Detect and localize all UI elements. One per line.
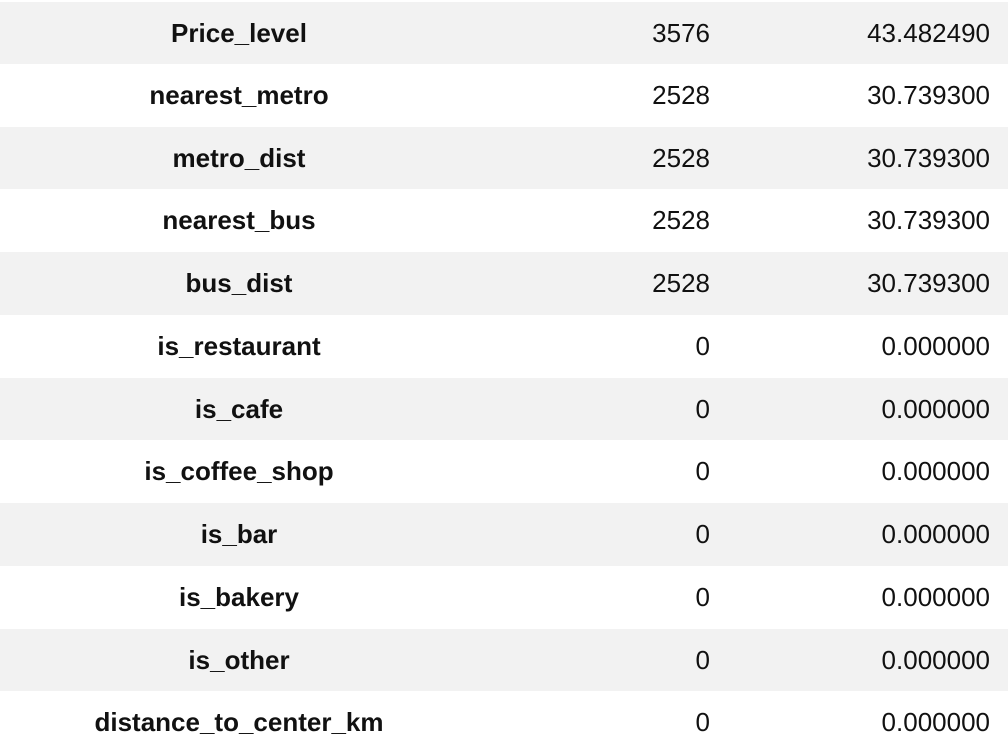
row-label: is_bakery (179, 582, 299, 612)
row-percent: 0.000000 (881, 582, 990, 612)
row-label: is_coffee_shop (144, 456, 334, 486)
table-row: is_other 0 0.000000 (0, 629, 1008, 692)
table-row: nearest_bus 2528 30.739300 (0, 189, 1008, 252)
row-percent: 0.000000 (881, 394, 990, 424)
table-row: bus_dist 2528 30.739300 (0, 252, 1008, 315)
row-percent: 30.739300 (867, 268, 990, 298)
row-label: is_bar (200, 519, 278, 549)
row-count: 2528 (652, 143, 710, 173)
table-row: Price_level 3576 43.482490 (0, 2, 1008, 65)
table-row: metro_dist 2528 30.739300 (0, 127, 1008, 190)
row-percent: 0.000000 (881, 707, 990, 737)
table-row: is_cafe 0 0.000000 (0, 378, 1008, 441)
row-count: 0 (695, 707, 710, 737)
row-count: 0 (695, 519, 710, 549)
row-count: 0 (695, 456, 710, 486)
table-row: is_bar 0 0.000000 (0, 503, 1008, 566)
row-count: 3576 (652, 18, 710, 48)
row-label: nearest_bus (162, 205, 316, 235)
row-count: 0 (695, 582, 710, 612)
table-row: distance_to_center_km 0 0.000000 (0, 691, 1008, 754)
row-label: metro_dist (172, 143, 306, 173)
row-count: 0 (695, 645, 710, 675)
table-row: nearest_metro 2528 30.739300 (0, 64, 1008, 127)
table-row: is_coffee_shop 0 0.000000 (0, 440, 1008, 503)
row-percent: 30.739300 (867, 80, 990, 110)
row-label: distance_to_center_km (94, 707, 384, 737)
row-label: is_cafe (194, 394, 284, 424)
row-label: nearest_metro (149, 80, 329, 110)
row-label: is_other (188, 645, 290, 675)
row-percent: 0.000000 (881, 331, 990, 361)
row-percent: 0.000000 (881, 519, 990, 549)
row-count: 2528 (652, 80, 710, 110)
row-percent: 43.482490 (867, 18, 990, 48)
row-percent: 30.739300 (867, 143, 990, 173)
row-percent: 30.739300 (867, 205, 990, 235)
row-count: 0 (695, 331, 710, 361)
row-count: 2528 (652, 205, 710, 235)
row-percent: 0.000000 (881, 645, 990, 675)
row-label: is_restaurant (157, 331, 321, 361)
table-row: is_bakery 0 0.000000 (0, 566, 1008, 629)
row-label: Price_level (171, 18, 307, 48)
row-percent: 0.000000 (881, 456, 990, 486)
row-label: bus_dist (185, 268, 293, 298)
table-row: is_restaurant 0 0.000000 (0, 315, 1008, 378)
row-count: 2528 (652, 268, 710, 298)
row-count: 0 (695, 394, 710, 424)
